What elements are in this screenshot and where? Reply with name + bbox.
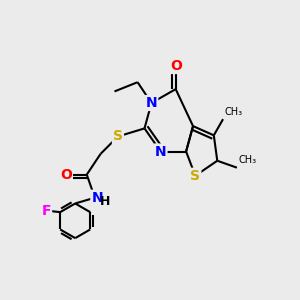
Text: N: N <box>146 96 157 110</box>
Text: H: H <box>100 195 110 208</box>
Text: F: F <box>42 204 51 218</box>
Text: CH₃: CH₃ <box>238 155 256 165</box>
Text: CH₃: CH₃ <box>224 107 242 117</box>
Text: N: N <box>91 191 103 205</box>
Text: S: S <box>190 169 200 183</box>
Text: O: O <box>60 168 72 182</box>
Text: S: S <box>113 130 123 143</box>
Text: O: O <box>170 59 182 73</box>
Text: N: N <box>155 145 167 158</box>
